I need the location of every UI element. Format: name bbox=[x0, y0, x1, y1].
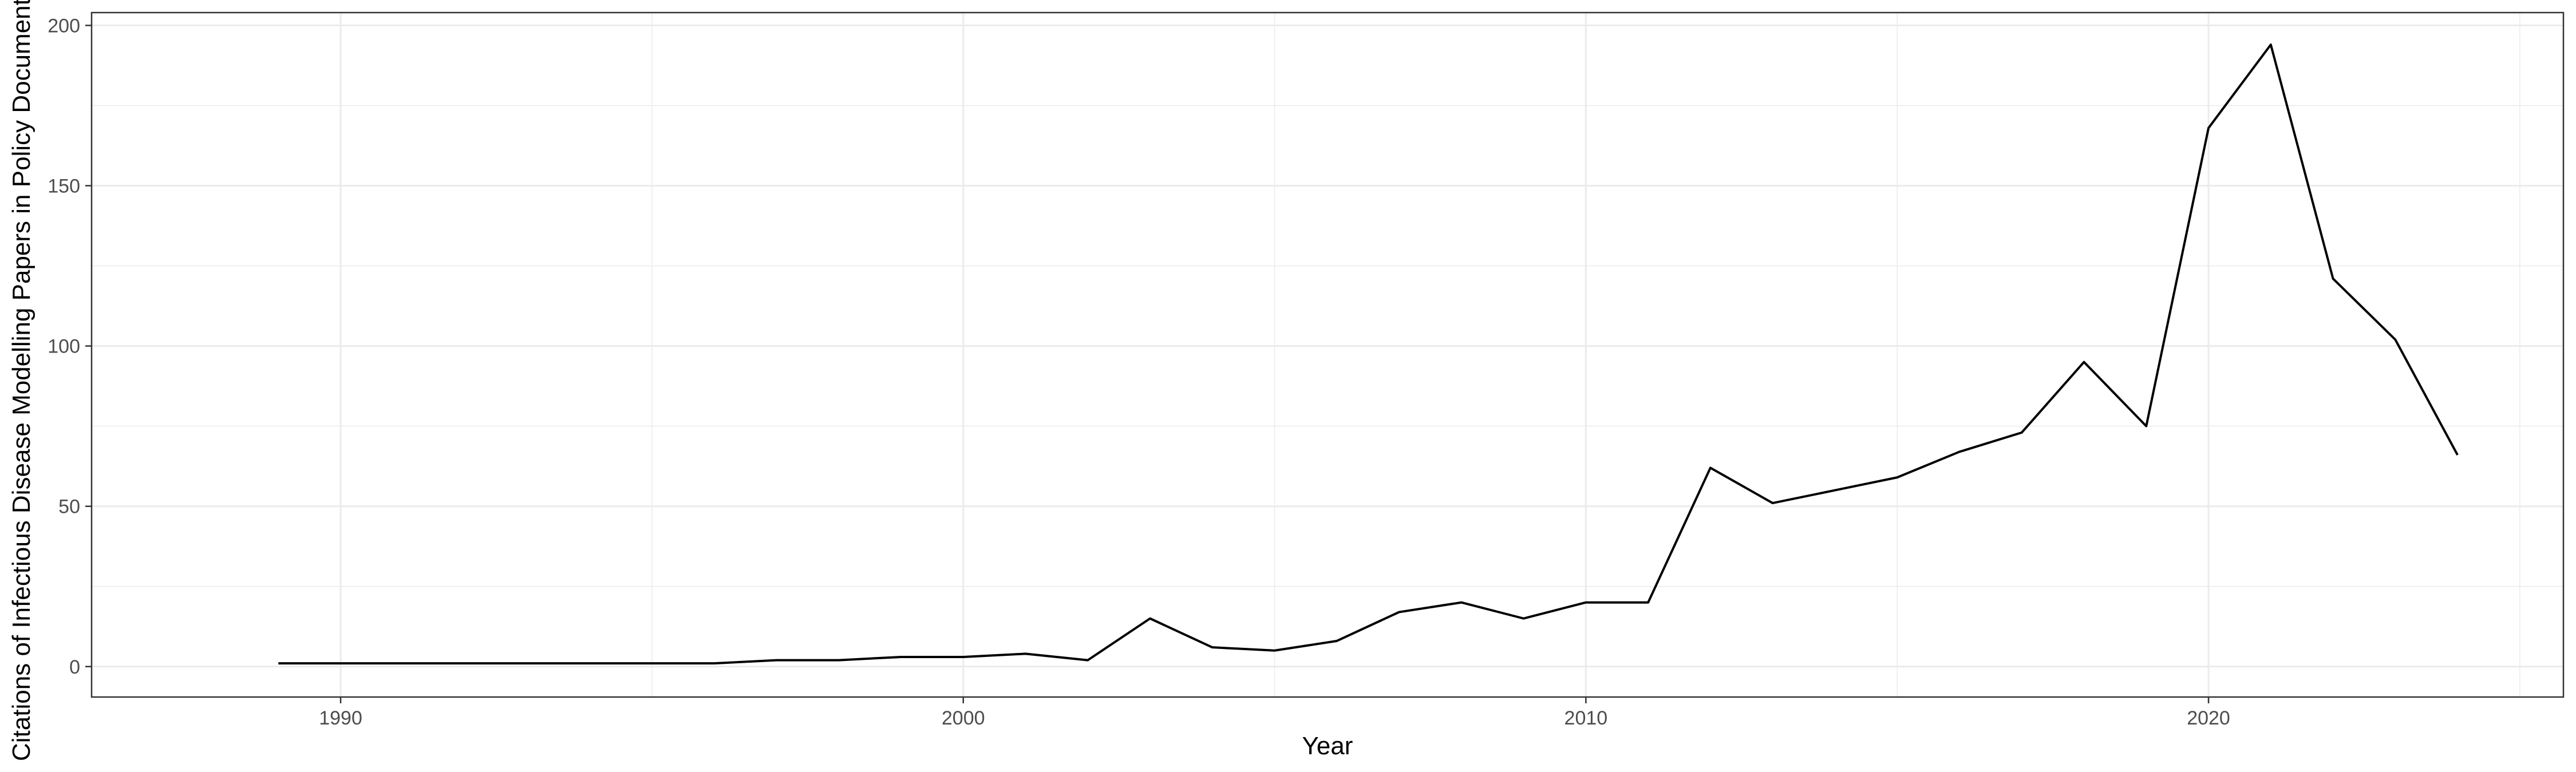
y-tick-label: 0 bbox=[69, 656, 80, 678]
panel-border bbox=[90, 11, 2565, 698]
data-point bbox=[2083, 361, 2086, 364]
data-point bbox=[2332, 277, 2335, 280]
data-point bbox=[713, 662, 716, 665]
data-point bbox=[2207, 126, 2210, 130]
y-tick-label: 150 bbox=[48, 176, 80, 197]
data-point bbox=[1148, 617, 1152, 620]
data-point bbox=[2144, 425, 2148, 428]
y-tick-label: 50 bbox=[58, 496, 80, 518]
y-tick-label: 200 bbox=[48, 15, 80, 37]
data-point bbox=[588, 662, 591, 665]
data-point bbox=[526, 662, 529, 665]
data-point bbox=[650, 662, 654, 665]
data-point bbox=[837, 659, 840, 662]
data-point bbox=[276, 662, 280, 665]
data-point bbox=[1833, 489, 1836, 492]
y-tick-label: 100 bbox=[48, 336, 80, 358]
data-point bbox=[1522, 617, 1526, 620]
data-point bbox=[1397, 611, 1401, 614]
data-point bbox=[1584, 601, 1587, 604]
data-point bbox=[1335, 639, 1338, 643]
x-tick-label: 2010 bbox=[1564, 707, 1608, 729]
data-point bbox=[2269, 43, 2273, 46]
data-point bbox=[339, 662, 342, 665]
data-point bbox=[401, 662, 405, 665]
data-point bbox=[1895, 476, 1899, 479]
data-point bbox=[1709, 466, 1712, 469]
data-point bbox=[899, 655, 903, 659]
panel-background bbox=[92, 13, 2563, 697]
data-point bbox=[464, 662, 467, 665]
data-point bbox=[962, 655, 965, 659]
data-point bbox=[1771, 501, 1775, 505]
y-axis: 0 50 100 150 200 bbox=[48, 15, 92, 678]
y-axis-title: Citations of Infectious Disease Modellin… bbox=[7, 0, 35, 761]
x-tick-label: 2000 bbox=[942, 707, 985, 729]
data-point bbox=[1211, 646, 1214, 649]
data-point bbox=[2393, 338, 2397, 341]
data-point bbox=[1086, 659, 1089, 662]
minor-gridlines bbox=[92, 13, 2563, 697]
data-point bbox=[775, 659, 778, 662]
data-point bbox=[1646, 601, 1650, 604]
x-axis-title: Year bbox=[1302, 732, 1353, 760]
data-point bbox=[1273, 649, 1277, 652]
data-point bbox=[1024, 652, 1027, 655]
series-layer bbox=[276, 43, 2459, 665]
data-point bbox=[2456, 453, 2459, 457]
x-axis: 1990 2000 2010 2020 bbox=[319, 697, 2230, 729]
data-point bbox=[2020, 431, 2024, 434]
data-point bbox=[1958, 450, 1961, 453]
data-point bbox=[1460, 601, 1463, 604]
series-line bbox=[278, 43, 2459, 665]
x-tick-label: 1990 bbox=[319, 707, 362, 729]
x-tick-label: 2020 bbox=[2187, 707, 2230, 729]
